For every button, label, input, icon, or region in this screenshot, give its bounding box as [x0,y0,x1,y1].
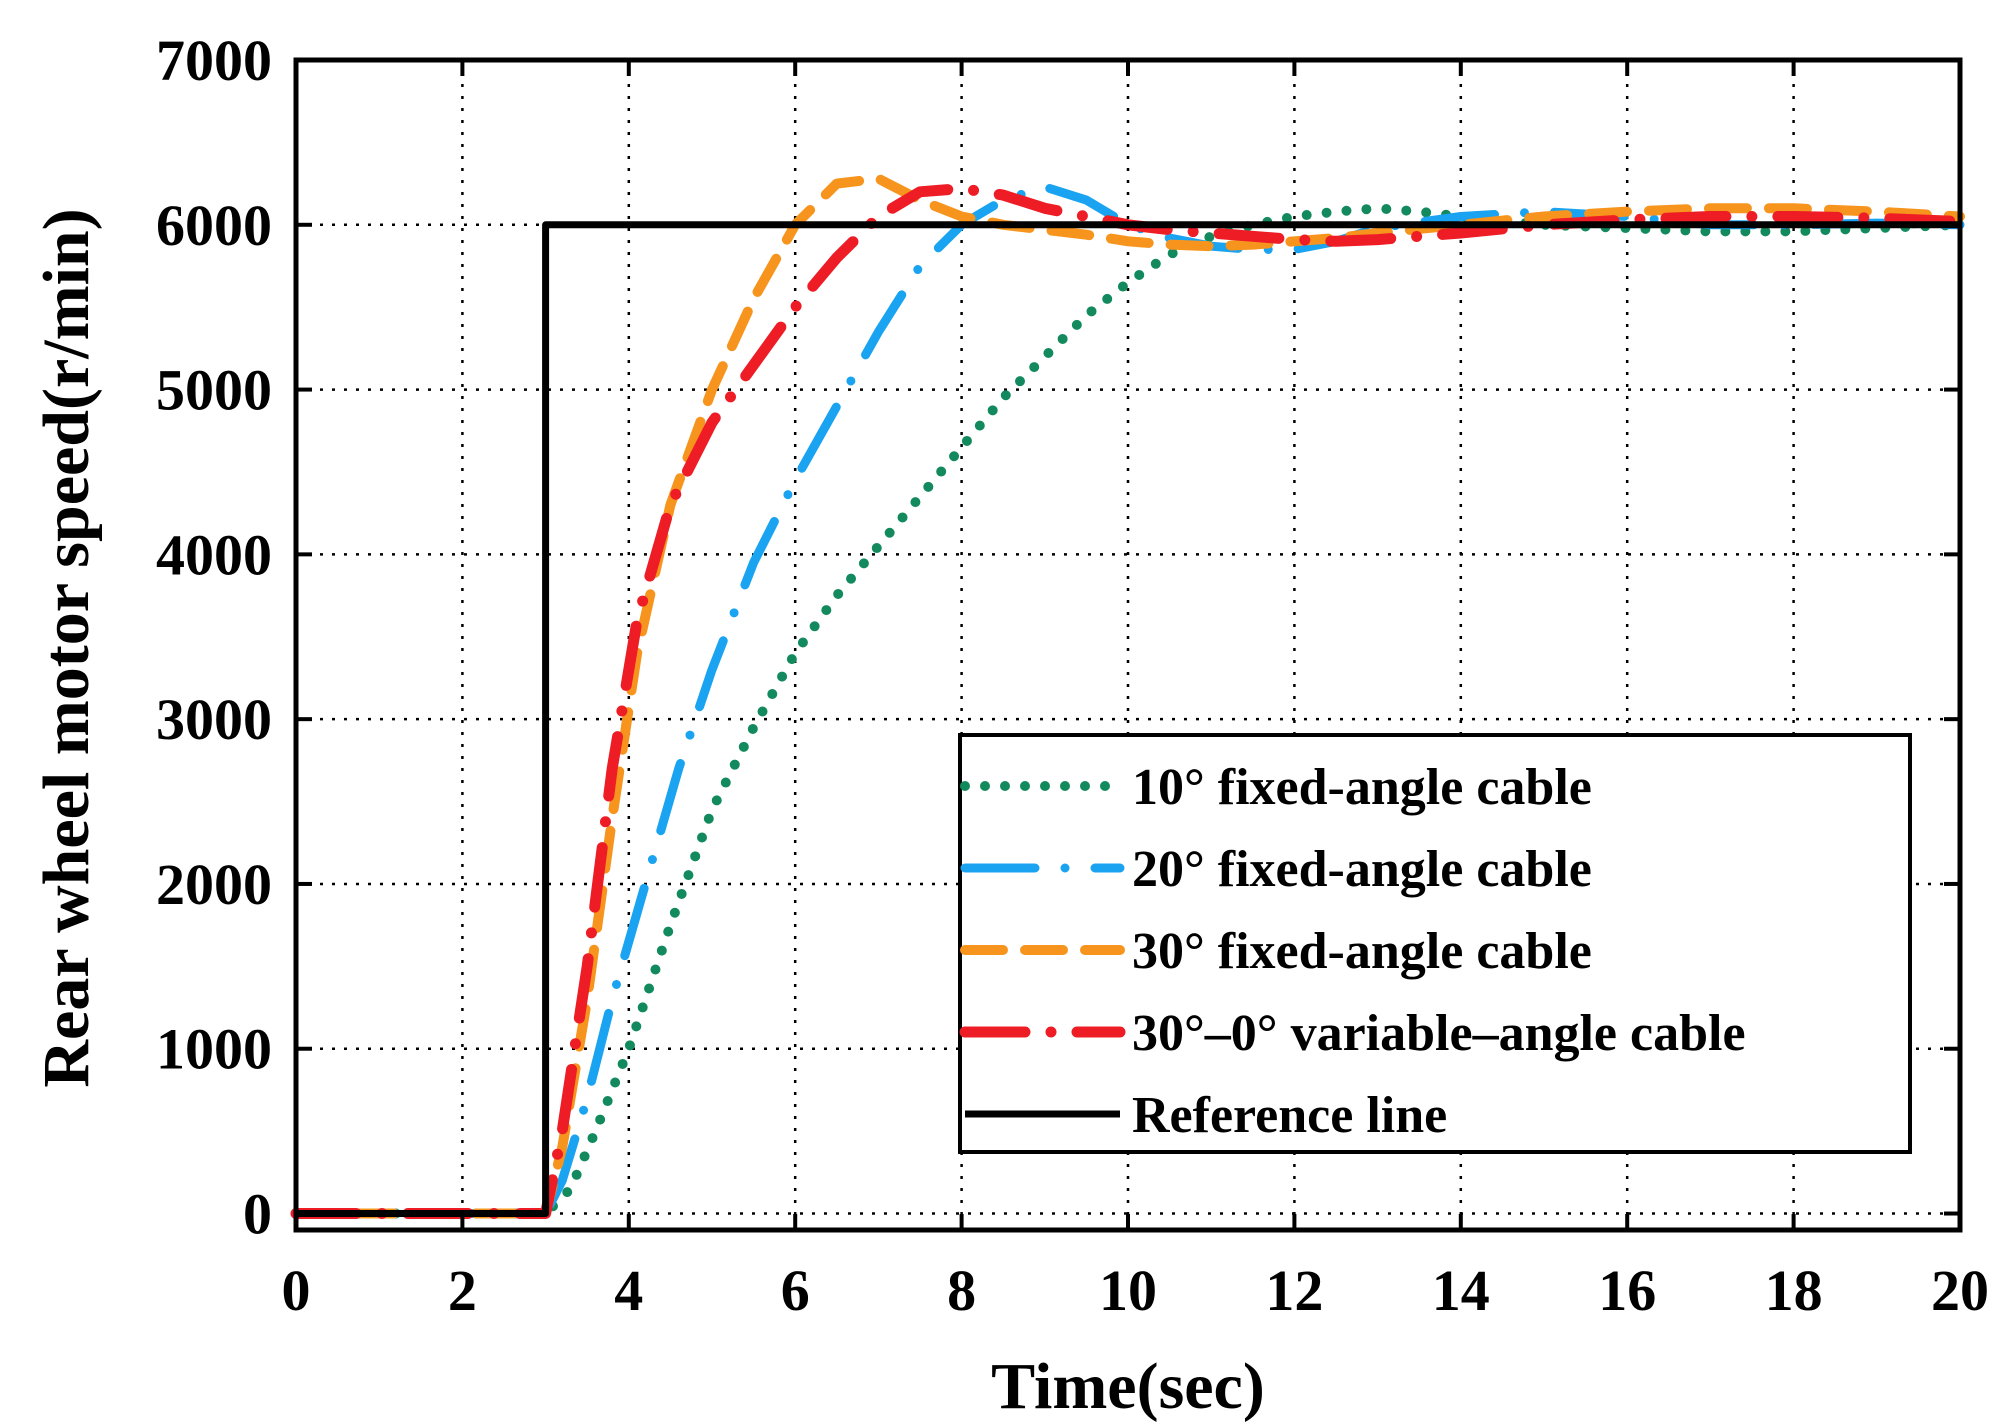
x-tick-label: 18 [1765,1258,1823,1323]
legend-label-1: 20° fixed-angle cable [1132,841,1592,898]
x-axis-title: Time(sec) [991,1350,1265,1423]
legend-label-2: 30° fixed-angle cable [1132,923,1592,980]
x-tick-label: 4 [614,1258,643,1323]
x-tick-label: 14 [1432,1258,1490,1323]
x-tick-label: 6 [781,1258,810,1323]
y-tick-label: 0 [243,1182,272,1247]
y-tick-label: 7000 [156,28,272,93]
y-axis-title: Rear wheel motor speed(r/min) [30,208,103,1087]
x-tick-label: 8 [947,1258,976,1323]
y-tick-label: 2000 [156,852,272,917]
x-tick-label: 10 [1099,1258,1157,1323]
y-tick-label: 1000 [156,1017,272,1082]
x-tick-label: 2 [448,1258,477,1323]
y-tick-label: 5000 [156,358,272,423]
plot-series [290,173,1966,1219]
y-tick-label: 4000 [156,522,272,587]
legend-label-4: Reference line [1132,1087,1447,1144]
y-tick-label: 3000 [156,687,272,752]
legend-label-0: 10° fixed-angle cable [1132,759,1592,816]
legend-entries: 10° fixed-angle cable 20° fixed-angle cab… [959,759,1746,1144]
y-tick-label: 6000 [156,193,272,258]
legend-box [958,733,1912,1154]
legend-label-3: 30°–0° variable–angle cable [1132,1005,1746,1062]
tick-labels: 0 2 4 6 8 10 12 14 16 18 20 0 1000 2000 3000 4000 5000 60… [156,28,1989,1323]
series-line-4 [296,221,1960,1217]
x-tick-label: 0 [282,1258,311,1323]
legend: 10° fixed-angle cable 20° fixed-angle cab… [958,733,1912,1154]
ticks [294,58,1962,1230]
x-tick-label: 12 [1265,1258,1323,1323]
x-tick-label: 16 [1598,1258,1656,1323]
x-tick-label: 20 [1931,1258,1989,1323]
series-line-3 [290,183,1966,1219]
